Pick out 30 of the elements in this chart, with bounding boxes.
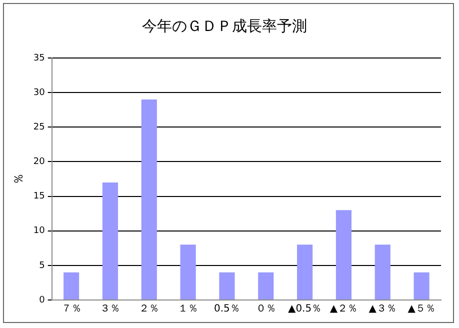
y-tick-label: 20 xyxy=(33,157,46,168)
bar xyxy=(297,244,313,300)
bar xyxy=(219,272,235,300)
chart-title: 今年のＧＤＰ成長率予測 xyxy=(142,16,307,35)
x-tick-label: ▲２％ xyxy=(330,304,358,315)
bar xyxy=(258,272,274,300)
x-tick-label: ７％ xyxy=(61,304,82,315)
bar xyxy=(64,272,80,300)
x-tick-label: ０％ xyxy=(256,304,276,315)
x-tick-label: ３％ xyxy=(100,304,120,315)
bar xyxy=(414,272,430,300)
x-tick-label: ▲５％ xyxy=(408,304,436,315)
y-tick-label: 25 xyxy=(33,122,45,132)
x-tick-label: ２％ xyxy=(139,304,160,315)
y-tick-label: 35 xyxy=(33,53,45,64)
bar xyxy=(102,182,118,300)
x-tick-label: 0.5％ xyxy=(214,304,240,315)
x-tick-label: ▲0.5％ xyxy=(288,304,322,315)
x-tick-label: ▲３％ xyxy=(368,304,396,315)
x-tick-label: １％ xyxy=(178,304,198,315)
bar xyxy=(141,99,157,300)
y-tick-label: 30 xyxy=(33,88,46,98)
bar xyxy=(374,244,390,300)
y-tick-label: 10 xyxy=(33,226,46,236)
bar xyxy=(336,210,352,300)
y-axis-title: ％ xyxy=(11,173,26,185)
bar xyxy=(180,244,196,300)
y-tick-label: 5 xyxy=(39,260,45,271)
y-tick-label: 0 xyxy=(39,295,46,306)
y-tick-label: 15 xyxy=(33,192,45,202)
